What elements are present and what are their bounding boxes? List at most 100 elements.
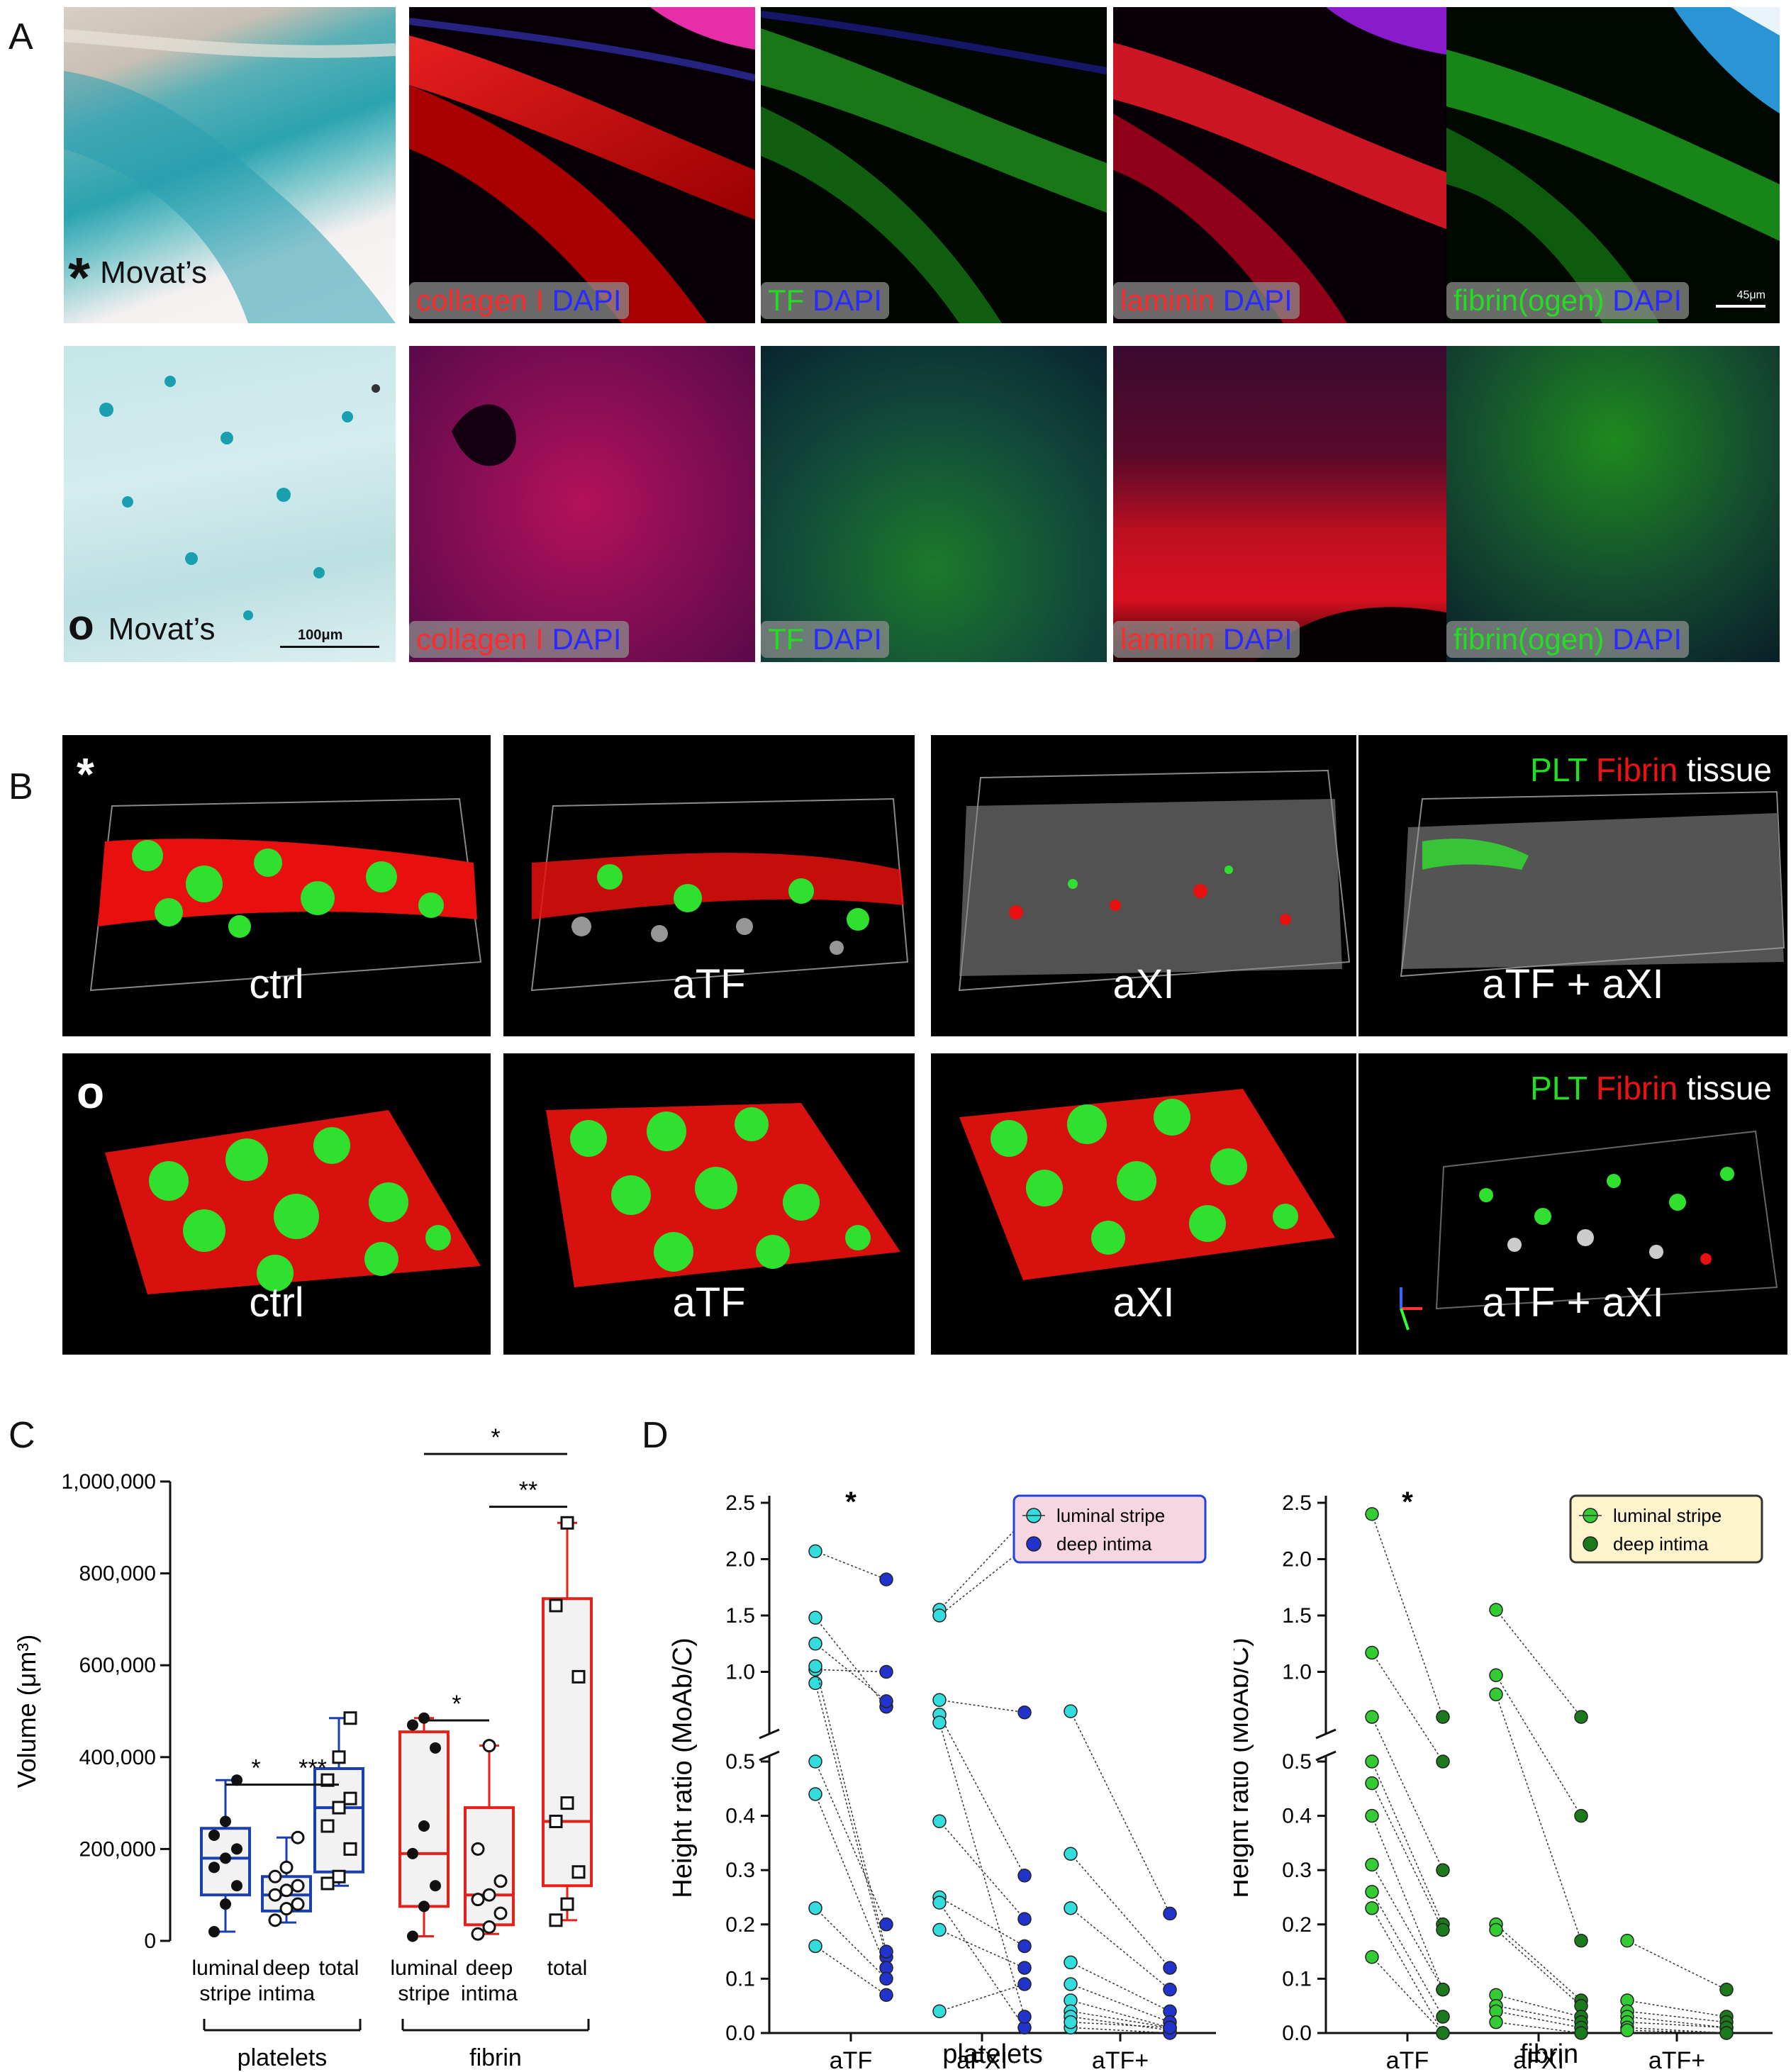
condition-label: aTF + aXI [1482,961,1664,1007]
pair-line [815,1617,887,1708]
legend-box [1012,1494,1207,1564]
pair-line [939,1896,1025,1947]
laminin-label-row1: laminin DAPI [1113,282,1300,319]
row2-circle-mark: o [68,601,94,649]
data-point-luminal [808,1939,822,1954]
data-point-luminal [1365,1901,1379,1915]
data-point [571,1669,586,1684]
significance-label: * [491,1424,500,1451]
y-axis-label: Height ratio (MoAb/C) [668,1637,698,1898]
panel-letter-c: C [9,1415,35,1456]
axis-break [759,1750,780,1762]
pair-line [1371,1815,1444,1990]
pair-line [1371,1956,1444,2034]
data-point [208,1926,220,1938]
data-point [493,1906,508,1920]
pair-line [1070,1961,1171,2012]
render-3d-atf-row2: aTF [503,1053,915,1355]
condition-label: ctrl [249,961,304,1007]
box-label: stripe [398,1982,450,2005]
data-point [291,1897,305,1911]
pair-line [815,1761,887,1925]
box-body [398,1730,450,1908]
x-axis-label: fibrin [1520,2039,1578,2069]
y-tick-label: 0.5 [725,1750,755,1774]
data-point-luminal [1064,1901,1078,1915]
data-point [279,1902,294,1916]
data-point [279,1883,294,1898]
x-tick-label: aFXI [1513,2047,1564,2072]
box-label: luminal [191,1956,259,1980]
legend-marker-deep [1026,1536,1042,1552]
data-point [407,1719,418,1731]
box-body [464,1806,515,1927]
scalebar-45 [1716,305,1765,308]
data-point [343,1842,357,1856]
data-point-deep [879,1694,893,1708]
pair-line [1495,1929,1582,2007]
data-point [482,1888,496,1902]
box-label: deep [466,1956,513,1980]
y-tick-label: 2.0 [1282,1548,1312,1572]
y-tick-label: 1.0 [725,1661,755,1684]
data-point-deep [1017,1705,1032,1720]
y-tick-label: 1.0 [1282,1661,1312,1684]
data-point-luminal [1365,1754,1379,1769]
data-point-luminal [1365,1857,1379,1872]
data-point-deep [1574,1934,1588,1948]
data-point-luminal [932,1608,947,1623]
y-tick-label: 1.5 [1282,1604,1312,1628]
data-point [471,1927,485,1941]
pair-line [1371,1864,1444,1990]
data-point-deep [879,1988,893,2003]
significance-label: * [1402,1486,1413,1518]
pair-line [815,1908,887,1979]
x-axis-label: platelets [942,2039,1043,2069]
pair-line [1070,2021,1171,2029]
pair-line [1627,1940,1727,1990]
data-point [291,1878,305,1893]
pair-line [1495,2021,1582,2034]
pair-line [1495,1994,1582,2017]
pair-line [1627,2000,1727,2017]
data-point [279,1860,294,1874]
data-point-luminal [1365,1776,1379,1791]
data-point [220,1898,231,1910]
y-tick-label: 200,000 [79,1837,156,1861]
data-point [220,1815,231,1827]
pair-line [815,1683,887,1957]
data-point-luminal [808,1901,822,1915]
y-axis-label: Height ratio (MoAb/C) [1234,1637,1254,1898]
pair-line [1371,1783,1444,1930]
data-point [560,1897,574,1911]
data-point-luminal [932,1693,947,1707]
render-3d-ctrl-row2: o ctrl [62,1053,491,1355]
data-point [208,1861,220,1874]
condition-label: aXI [1112,961,1175,1007]
data-point [560,1796,574,1810]
data-point-luminal [1064,1977,1078,1991]
collagen-label: collagen I DAPI [409,282,629,319]
x-tick-label: aTF [1386,2047,1429,2072]
pair-line [939,1983,1025,2012]
legend-label-deep: deep intima [1613,1533,1709,1555]
y-tick-label: 400,000 [79,1746,156,1769]
data-point-luminal [1365,1710,1379,1724]
data-point-deep [879,1917,893,1932]
pair-line [939,1519,1025,1611]
condition-label: aTF [672,961,746,1007]
pair-line [1070,2000,1171,2029]
pair-line [1371,1908,1444,2034]
y-tick-label: 0.1 [1282,1967,1312,1990]
tf-label-row1: TF DAPI [761,282,890,319]
row2-circle-mark-b: o [77,1067,105,1118]
pair-line [1627,2029,1727,2034]
pair-line [939,1714,1025,1876]
data-point-deep [879,1572,893,1586]
pair-line [1627,2021,1727,2029]
x-tick-label: aTF+ [1092,2047,1149,2072]
legend-box [1569,1494,1763,1564]
pair-line [815,1945,887,1995]
legend-label-luminal: luminal stripe [1613,1505,1722,1526]
significance-label: * [251,1755,260,1782]
